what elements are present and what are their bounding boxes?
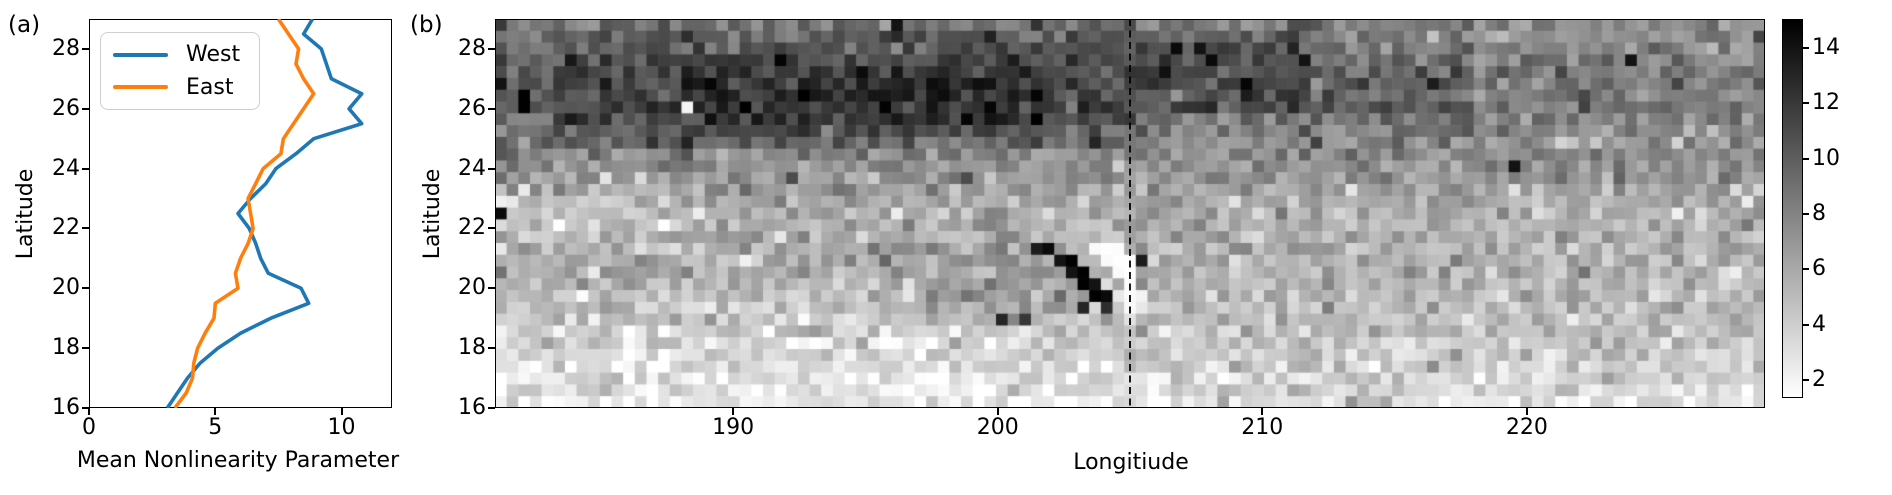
panel-a-x-tick (340, 408, 343, 415)
panel-b-y-tick-label: 24 (458, 155, 486, 181)
panel-a-x-tick-label: 0 (82, 415, 96, 440)
legend-row-east: East (101, 75, 259, 100)
panel-b-y-tick-label: 16 (458, 395, 486, 420)
series-line-west (165, 19, 364, 408)
colorbar-tick (1803, 47, 1809, 50)
panel-b-x-tick (732, 408, 735, 415)
legend-label-east: East (186, 74, 234, 100)
panel-b-xlabel: Longitiude (1073, 450, 1189, 475)
legend-label-west: West (186, 42, 241, 68)
panel-a-letter: (a) (8, 12, 41, 38)
panel-b-x-tick (996, 408, 999, 415)
colorbar-tick (1803, 379, 1809, 382)
panel-b-y-tick-label: 20 (458, 275, 486, 301)
colorbar-tick-label: 12 (1812, 90, 1840, 116)
panel-a-y-tick (82, 47, 89, 50)
panel-b-x-tick (1261, 408, 1264, 415)
panel-b-y-tick-label: 22 (458, 215, 486, 241)
panel-a-y-tick (82, 287, 89, 290)
panel-a-y-tick (82, 407, 89, 409)
panel-b-y-tick-label: 26 (458, 95, 486, 121)
panel-a-y-tick-label: 22 (52, 215, 80, 241)
panel-a-y-tick (82, 167, 89, 170)
panel-a-y-tick-label: 20 (52, 275, 80, 301)
panel-a-x-tick-label: 5 (208, 415, 223, 440)
colorbar-tick (1803, 157, 1809, 160)
panel-b-y-tick-label: 28 (458, 35, 486, 61)
west-line-swatch (113, 52, 168, 57)
panel-b-y-tick (488, 347, 495, 350)
panel-a-y-tick (82, 107, 89, 110)
colorbar-tick-label: 2 (1812, 367, 1826, 393)
panel-a-x-tick (214, 408, 217, 415)
panel-b-y-tick (488, 407, 495, 409)
colorbar-tick-label: 8 (1812, 201, 1826, 227)
colorbar-tick (1803, 268, 1809, 271)
colorbar-tick-label: 6 (1812, 256, 1826, 282)
panel-a-y-tick-label: 28 (52, 35, 80, 61)
colorbar-tick-label: 10 (1812, 145, 1840, 171)
legend: West East (100, 32, 260, 110)
panel-b-y-tick (488, 287, 495, 290)
colorbar (1782, 19, 1803, 398)
panel-a-lines (165, 19, 364, 408)
panel-b-x-tick (1525, 408, 1528, 415)
panel-b-x-tick-label: 210 (1241, 415, 1284, 440)
panel-a-plot-area (89, 19, 392, 408)
panel-b-x-tick-label: 220 (1505, 415, 1548, 440)
panel-b-letter: (b) (410, 12, 443, 38)
panel-a-y-tick-label: 26 (52, 95, 80, 121)
colorbar-tick-label: 4 (1812, 311, 1826, 337)
panel-b-y-tick (488, 107, 495, 110)
legend-row-west: West (101, 42, 259, 67)
colorbar-tick (1803, 213, 1809, 216)
panel-a-y-tick-label: 24 (52, 155, 80, 181)
colorbar-tick-label: 14 (1812, 35, 1840, 61)
panel-b-y-tick (488, 47, 495, 50)
dashed-vline (1129, 19, 1131, 408)
panel-b-x-tick-label: 190 (712, 415, 755, 440)
panel-a-y-tick (82, 227, 89, 230)
panel-b-y-tick-label: 18 (458, 335, 486, 361)
panel-b-y-tick (488, 227, 495, 230)
panel-a-y-tick-label: 18 (52, 335, 80, 361)
panel-a-x-tick-label: 10 (327, 415, 356, 440)
east-line-swatch (113, 85, 168, 90)
panel-b-x-tick-label: 200 (976, 415, 1019, 440)
series-line-east (173, 19, 316, 408)
panel-a-y-tick (82, 347, 89, 350)
panel-a-x-tick (88, 408, 90, 415)
panel-a-xlabel: Mean Nonlinearity Parameter (76, 448, 400, 473)
colorbar-tick (1803, 102, 1809, 105)
colorbar-tick (1803, 323, 1809, 326)
panel-a-y-tick-label: 16 (52, 395, 80, 420)
panel-b-y-tick (488, 167, 495, 170)
